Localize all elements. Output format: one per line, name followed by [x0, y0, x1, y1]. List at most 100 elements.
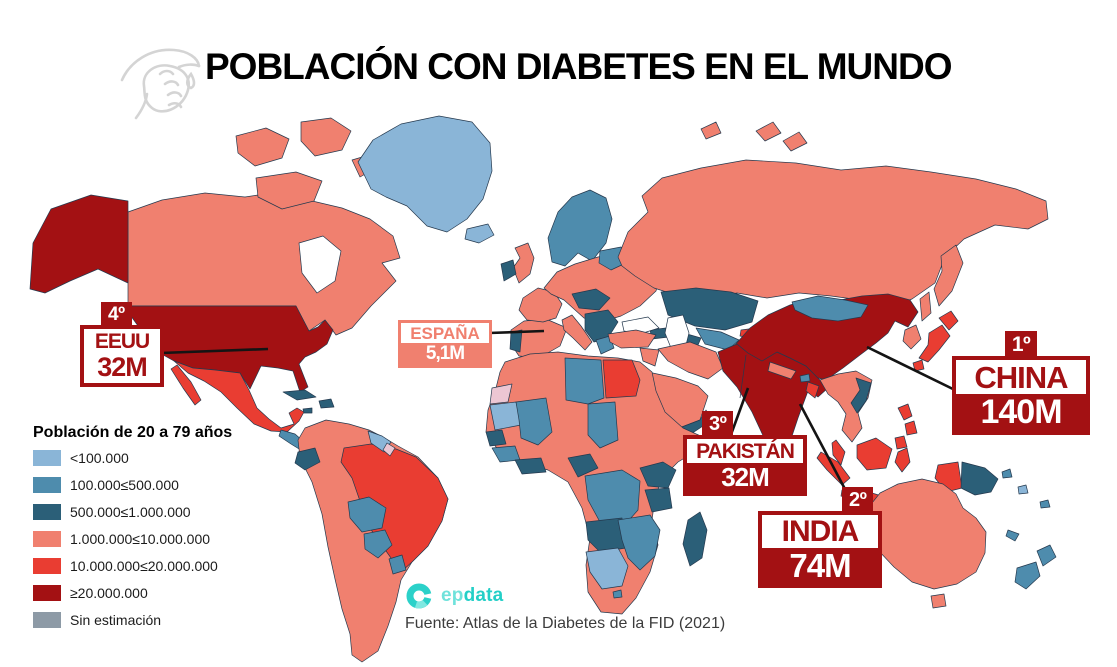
region-zambia-zimbabwe-mozambique [617, 514, 661, 571]
region-ivory-ghana [514, 457, 547, 475]
legend-item: 500.000≤1.000.000 [33, 504, 232, 520]
country-iceland [464, 223, 495, 244]
japan-hokkaido [938, 310, 959, 331]
country-italy [561, 314, 593, 351]
callout-india-name: INDIA [781, 515, 860, 548]
callout-eeuu: 4º EEUU 32M [80, 302, 164, 387]
legend-label: 1.000.000≤10.000.000 [70, 531, 211, 547]
arctic-islands-3 [255, 171, 323, 210]
callout-china: 1º CHINA 140M [952, 331, 1090, 435]
legend-item: 1.000.000≤10.000.000 [33, 531, 232, 547]
country-chad [587, 401, 619, 449]
japan-kyushu [912, 359, 925, 372]
region-czech-austria-hungary [571, 288, 611, 311]
legend-label: 10.000.000≤20.000.000 [70, 558, 218, 574]
country-cuba [282, 389, 317, 401]
legend-title: Población de 20 a 79 años [33, 424, 233, 441]
region-levant-iraq [639, 347, 660, 367]
country-vietnam [850, 377, 872, 414]
country-egypt [602, 359, 641, 399]
legend-swatch [33, 531, 61, 547]
philippines-1 [897, 403, 913, 421]
arctic-islands-2 [300, 117, 352, 157]
region-malay-peninsula [831, 439, 846, 466]
country-iran [657, 341, 724, 380]
region-indochina [819, 370, 873, 443]
country-uruguay [388, 554, 407, 575]
callout-espana: ESPAÑA 5,1M [398, 320, 492, 368]
japan-honshu [918, 324, 951, 363]
page-title: POBLACIÓN CON DIABETES EN EL MUNDO [205, 46, 952, 87]
epdata-wordmark: epdata [441, 585, 503, 607]
legend-item: <100.000 [33, 450, 232, 466]
region-kamchatka [933, 244, 964, 307]
callout-india-value: 74M [762, 548, 878, 584]
rank-badge-pakistan: 3º [702, 411, 734, 436]
callout-espana-value: 5,1M [401, 343, 489, 365]
callout-india: 2º INDIA 74M [758, 487, 882, 588]
legend-swatch [33, 558, 61, 574]
leader-india [798, 403, 848, 492]
callout-china-value: 140M [956, 394, 1086, 431]
rank-badge-eeuu: 4º [101, 302, 132, 326]
callout-pakistan: 3º PAKISTÁN 32M [683, 411, 807, 496]
legend-label: ≥20.000.000 [70, 585, 148, 601]
arctic-islands-1 [235, 127, 290, 167]
callout-eeuu-value: 32M [97, 352, 148, 382]
legend-swatch [33, 504, 61, 520]
island-sulawesi [894, 447, 911, 473]
callout-espana-name: ESPAÑA [410, 324, 480, 343]
brand-ep: ep [441, 585, 464, 606]
epdata-donut-icon [406, 583, 433, 609]
source-note: Fuente: Atlas de la Diabetes de la FID (… [405, 615, 726, 632]
country-uzbekistan [695, 327, 740, 351]
legend-item: ≥20.000.000 [33, 585, 232, 601]
country-canada [127, 191, 401, 336]
legend-label: 500.000≤1.000.000 [70, 504, 191, 520]
callout-china-name: CHINA [974, 360, 1068, 395]
island-new-caledonia [1005, 529, 1020, 542]
philippines-2 [904, 420, 918, 436]
callout-pakistan-value: 32M [687, 463, 803, 492]
legend-item: 100.000≤500.000 [33, 477, 232, 493]
country-mongolia [791, 295, 869, 322]
legend-item: Sin estimación [33, 612, 232, 628]
country-ecuador [294, 447, 321, 471]
black-sea [621, 316, 660, 335]
legend-swatch [33, 585, 61, 601]
hudson-bay [298, 235, 342, 294]
island-novaya-zemlya-1 [755, 121, 782, 142]
country-libya [564, 357, 605, 405]
country-greenland [357, 115, 493, 233]
country-turkey [607, 329, 657, 349]
country-australia [863, 478, 987, 590]
legend-swatch [33, 612, 61, 628]
country-madagascar [682, 511, 708, 567]
country-kenya [639, 461, 677, 489]
country-ireland [500, 259, 517, 282]
island-hispaniola [318, 398, 335, 409]
legend-swatch [33, 477, 61, 493]
legend: Población de 20 a 79 años <100.000 100.0… [33, 424, 232, 639]
island-svalbard [700, 121, 722, 140]
region-baja-california [170, 364, 202, 406]
island-tasmania [930, 593, 947, 609]
region-alaska [29, 194, 129, 294]
country-bolivia [347, 496, 387, 533]
philippines-3 [894, 435, 908, 450]
rank-badge-india: 2º [842, 487, 874, 512]
legend-label: Sin estimación [70, 612, 162, 628]
leader-espana [488, 329, 545, 335]
border-pakistan-india [739, 354, 747, 399]
legend-label: <100.000 [70, 450, 129, 466]
new-zealand-south [1014, 561, 1041, 590]
region-french-guiana [382, 442, 396, 457]
rank-badge-china: 1º [1004, 331, 1038, 357]
region-western-sahara [489, 383, 513, 405]
new-zealand-north [1036, 544, 1057, 567]
country-mali [515, 397, 553, 446]
country-bhutan [799, 373, 811, 383]
country-tanzania [644, 487, 673, 513]
legend-item: 10.000.000≤20.000.000 [33, 558, 232, 574]
